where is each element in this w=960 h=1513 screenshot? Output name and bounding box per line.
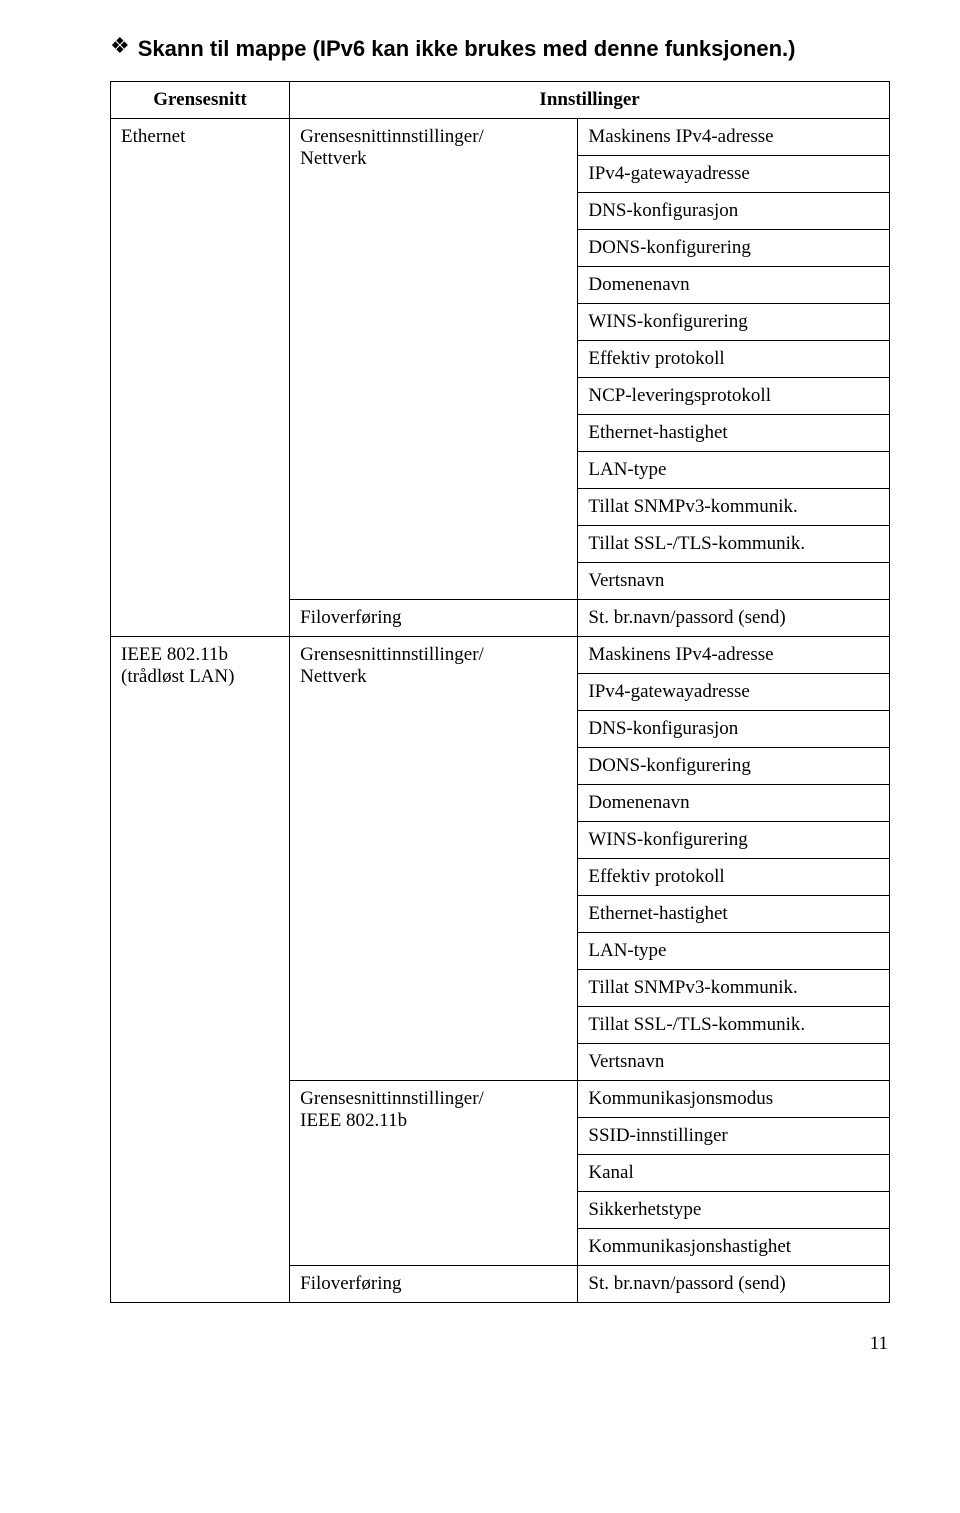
table-row: Ethernet Grensesnittinnstillinger/ Nettv…	[111, 118, 890, 155]
setting-item: Domenenavn	[578, 784, 890, 821]
iface-wlan: IEEE 802.11b (trådløst LAN)	[111, 636, 290, 1302]
group-ethernet-filetransfer: Filoverføring	[290, 599, 578, 636]
setting-item: Ethernet-hastighet	[578, 895, 890, 932]
setting-item: Domenenavn	[578, 266, 890, 303]
setting-item: NCP-leveringsprotokoll	[578, 377, 890, 414]
table-header-row: Grensesnitt Innstillinger	[111, 81, 890, 118]
setting-item: Maskinens IPv4-adresse	[578, 118, 890, 155]
heading-text: Skann til mappe (IPv6 kan ikke brukes me…	[138, 35, 796, 63]
setting-item: Effektiv protokoll	[578, 340, 890, 377]
group-wlan-ieee: Grensesnittinnstillinger/ IEEE 802.11b	[290, 1080, 578, 1265]
setting-item: Kommunikasjonsmodus	[578, 1080, 890, 1117]
setting-item: DNS-konfigurasjon	[578, 710, 890, 747]
setting-item: Kanal	[578, 1154, 890, 1191]
setting-item: DONS-konfigurering	[578, 747, 890, 784]
setting-item: Maskinens IPv4-adresse	[578, 636, 890, 673]
setting-item: LAN-type	[578, 932, 890, 969]
setting-item: Vertsnavn	[578, 1043, 890, 1080]
group-wlan-network: Grensesnittinnstillinger/ Nettverk	[290, 636, 578, 1080]
setting-item: St. br.navn/passord (send)	[578, 599, 890, 636]
setting-item: DONS-konfigurering	[578, 229, 890, 266]
setting-item: Tillat SNMPv3-kommunik.	[578, 488, 890, 525]
group-ethernet-network: Grensesnittinnstillinger/ Nettverk	[290, 118, 578, 599]
setting-item: LAN-type	[578, 451, 890, 488]
group-wlan-filetransfer: Filoverføring	[290, 1265, 578, 1302]
table-row: IEEE 802.11b (trådløst LAN) Grensesnitti…	[111, 636, 890, 673]
setting-item: St. br.navn/passord (send)	[578, 1265, 890, 1302]
page-number: 11	[110, 1333, 890, 1355]
setting-item: SSID-innstillinger	[578, 1117, 890, 1154]
col-header-interface: Grensesnitt	[111, 81, 290, 118]
section-heading: ❖ Skann til mappe (IPv6 kan ikke brukes …	[110, 35, 890, 63]
setting-item: Effektiv protokoll	[578, 858, 890, 895]
col-header-settings: Innstillinger	[290, 81, 890, 118]
setting-item: IPv4-gatewayadresse	[578, 673, 890, 710]
setting-item: Sikkerhetstype	[578, 1191, 890, 1228]
iface-ethernet: Ethernet	[111, 118, 290, 636]
setting-item: Vertsnavn	[578, 562, 890, 599]
setting-item: Kommunikasjonshastighet	[578, 1228, 890, 1265]
setting-item: DNS-konfigurasjon	[578, 192, 890, 229]
setting-item: Tillat SSL-/TLS-kommunik.	[578, 525, 890, 562]
setting-item: Tillat SSL-/TLS-kommunik.	[578, 1006, 890, 1043]
setting-item: IPv4-gatewayadresse	[578, 155, 890, 192]
diamond-bullet-icon: ❖	[110, 35, 130, 57]
setting-item: WINS-konfigurering	[578, 821, 890, 858]
setting-item: WINS-konfigurering	[578, 303, 890, 340]
settings-table: Grensesnitt Innstillinger Ethernet Grens…	[110, 81, 890, 1303]
setting-item: Tillat SNMPv3-kommunik.	[578, 969, 890, 1006]
setting-item: Ethernet-hastighet	[578, 414, 890, 451]
